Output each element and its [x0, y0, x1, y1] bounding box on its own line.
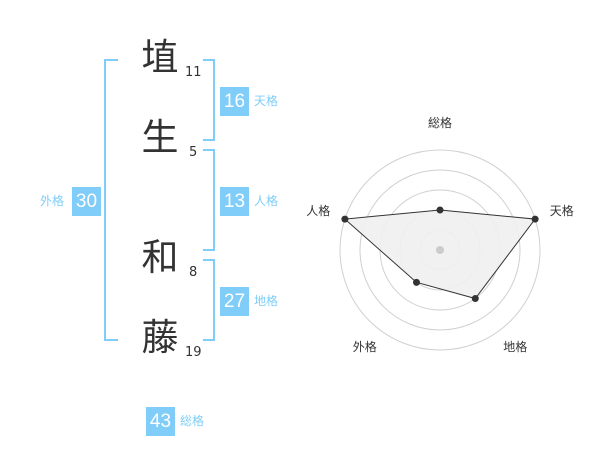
jinkaku-label: 人格 [254, 194, 279, 208]
tenkaku-badge: 16 [220, 87, 249, 116]
chikaku-bracket [203, 259, 215, 341]
radar-point [471, 295, 479, 303]
name-char-3: 和 [141, 236, 179, 279]
radar-ring [339, 149, 541, 351]
radar-polygon [343, 209, 537, 300]
stroke-count-4: 19 [185, 345, 202, 360]
jinkaku-badge: 13 [220, 187, 249, 216]
radar-point [341, 215, 349, 223]
radar-axis-label: 総格 [428, 116, 453, 130]
name-char-2: 生 [141, 116, 179, 159]
radar-axis-label: 地格 [503, 339, 528, 354]
name-char-4: 藤 [141, 316, 179, 359]
stroke-count-2: 5 [189, 145, 198, 160]
radar-axis-label: 外格 [352, 339, 377, 354]
radar-center [436, 246, 444, 254]
radar-axis-label: 人格 [306, 204, 331, 219]
radar-point [531, 215, 539, 223]
gaikaku-bracket [104, 59, 118, 341]
soukaku-label: 総格 [180, 414, 205, 428]
stroke-count-3: 8 [189, 265, 198, 280]
chikaku-label: 地格 [254, 294, 279, 308]
radar-ring [359, 169, 521, 331]
gaikaku-badge: 30 [72, 187, 101, 216]
radar-point [412, 278, 420, 286]
tenkaku-bracket [203, 59, 215, 141]
gaikaku-label: 外格 [40, 194, 65, 208]
radar-axis-label: 天格 [549, 204, 574, 219]
stroke-count-1: 11 [185, 65, 202, 80]
chikaku-badge: 27 [220, 287, 249, 316]
soukaku-badge: 43 [146, 407, 175, 436]
name-char-1: 埴 [141, 36, 179, 79]
tenkaku-label: 天格 [254, 94, 279, 108]
radar-point [436, 206, 444, 214]
jinkaku-bracket [203, 149, 215, 251]
